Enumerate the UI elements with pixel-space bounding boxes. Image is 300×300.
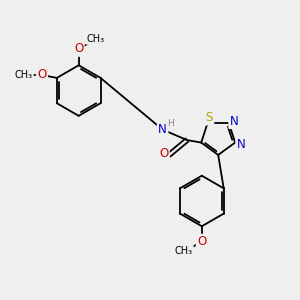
Text: O: O (74, 42, 83, 56)
Text: N: N (230, 115, 238, 128)
Text: CH₃: CH₃ (86, 34, 105, 44)
Text: O: O (37, 68, 46, 82)
Text: N: N (237, 138, 245, 151)
Text: N: N (158, 123, 167, 136)
Text: CH₃: CH₃ (174, 246, 193, 256)
Text: O: O (197, 235, 206, 248)
Text: H: H (168, 118, 174, 127)
Text: CH₃: CH₃ (14, 70, 33, 80)
Text: O: O (159, 147, 168, 160)
Text: S: S (206, 111, 213, 124)
